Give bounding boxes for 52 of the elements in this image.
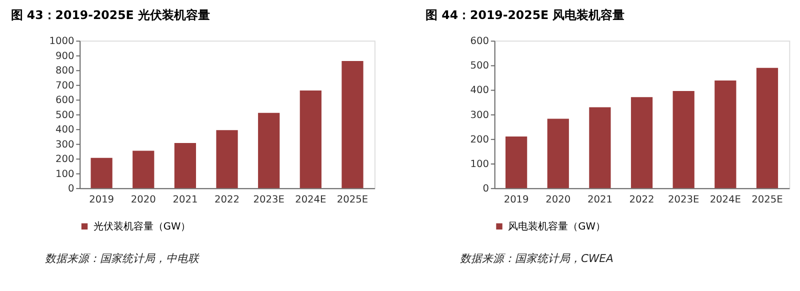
bar bbox=[630, 97, 653, 188]
y-tick-label: 300 bbox=[55, 139, 74, 150]
bar bbox=[300, 90, 322, 188]
y-tick-label: 600 bbox=[470, 36, 489, 48]
x-tick-label: 2021 bbox=[172, 194, 198, 206]
chart-title: 图 43：2019-2025E 光伏装机容量 bbox=[10, 8, 210, 22]
bar bbox=[342, 61, 364, 188]
y-tick-label: 1000 bbox=[49, 36, 74, 48]
legend-label: 风电装机容量（GW） bbox=[508, 220, 606, 232]
y-tick-label: 400 bbox=[55, 124, 74, 136]
bar bbox=[174, 142, 196, 188]
x-tick-label: 2022 bbox=[629, 194, 654, 206]
x-tick-label: 2024E bbox=[295, 194, 326, 206]
x-tick-label: 2023E bbox=[668, 194, 700, 206]
bar bbox=[756, 68, 778, 188]
x-tick-label: 2021 bbox=[587, 194, 612, 206]
bar bbox=[547, 118, 569, 188]
legend-label: 光伏装机容量（GW） bbox=[93, 220, 191, 232]
x-tick-label: 2022 bbox=[214, 194, 240, 206]
y-tick-label: 100 bbox=[470, 158, 489, 170]
y-tick-label: 500 bbox=[470, 60, 489, 72]
x-tick-label: 2020 bbox=[130, 194, 156, 206]
source-note: 数据来源：国家统计局，CWEA bbox=[460, 252, 614, 265]
chart-title: 图 44：2019-2025E 风电装机容量 bbox=[426, 8, 625, 22]
y-tick-label: 200 bbox=[470, 134, 489, 146]
x-tick-label: 2025E bbox=[336, 194, 368, 206]
bar bbox=[505, 136, 528, 188]
y-tick-label: 0 bbox=[482, 184, 489, 195]
bar bbox=[216, 130, 238, 188]
x-tick-label: 2019 bbox=[89, 194, 114, 206]
bar bbox=[132, 150, 154, 188]
y-tick-label: 100 bbox=[55, 168, 74, 180]
y-tick-label: 500 bbox=[55, 110, 74, 121]
bar bbox=[672, 91, 694, 188]
x-tick-label: 2024E bbox=[710, 194, 742, 206]
y-tick-label: 300 bbox=[470, 110, 489, 121]
x-tick-label: 2025E bbox=[752, 194, 783, 206]
y-tick-label: 600 bbox=[55, 95, 74, 106]
bar bbox=[589, 107, 611, 188]
y-tick-label: 800 bbox=[55, 66, 74, 77]
bar bbox=[714, 80, 736, 188]
y-tick-label: 900 bbox=[55, 50, 74, 62]
y-tick-label: 0 bbox=[68, 184, 74, 195]
bar bbox=[258, 112, 280, 188]
y-tick-label: 700 bbox=[55, 80, 74, 92]
y-tick-label: 400 bbox=[470, 85, 489, 96]
bar bbox=[90, 158, 112, 188]
y-tick-label: 200 bbox=[55, 154, 74, 166]
x-tick-label: 2020 bbox=[546, 194, 571, 206]
source-note: 数据来源：国家统计局，中电联 bbox=[45, 252, 200, 265]
x-tick-label: 2019 bbox=[504, 194, 529, 206]
x-tick-label: 2023E bbox=[253, 194, 284, 206]
